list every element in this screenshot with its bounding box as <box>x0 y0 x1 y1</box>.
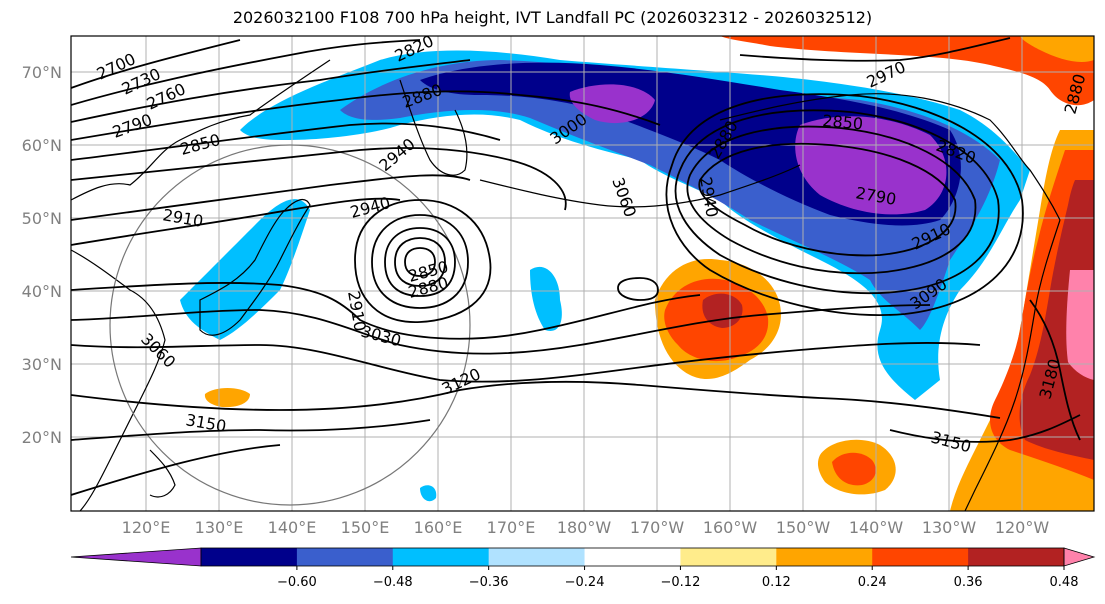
ivt-negative-region-japan <box>180 199 310 340</box>
lat-label: 30°N <box>22 355 62 374</box>
gyre-ring-1 <box>698 142 957 257</box>
high-ring-small <box>617 277 659 301</box>
lon-label: 130°W <box>922 518 977 537</box>
contour-label: 2850 <box>822 111 864 133</box>
lat-label: 20°N <box>22 428 62 447</box>
lon-label: 170°E <box>487 518 536 537</box>
low-center-ring-2 <box>394 237 446 287</box>
colorbar-tick-label: 0.24 <box>858 575 887 590</box>
gyre-ring-3 <box>674 109 1000 295</box>
colorbar-tick-label: −0.24 <box>565 575 605 590</box>
lon-label: 160°W <box>703 518 758 537</box>
colorbar-segment <box>488 548 586 566</box>
lat-label: 70°N <box>22 63 62 82</box>
colorbar-tick-label: 0.48 <box>1050 575 1079 590</box>
lon-label: 120°W <box>995 518 1050 537</box>
ivt-positive-region-alaska <box>720 36 1094 106</box>
coastlines <box>71 59 1061 511</box>
ivt-positive-region-central-core <box>702 293 743 328</box>
colorbar-segment <box>392 548 490 566</box>
ivt-positive-region-west-coast-core <box>1019 180 1094 460</box>
colorbar-extension-low <box>70 547 202 567</box>
ivt-negative-region-small <box>420 485 437 502</box>
lon-label: 150°W <box>776 518 831 537</box>
lon-label: 160°E <box>414 518 463 537</box>
low-center-ring-4 <box>371 214 469 309</box>
gridlines <box>71 36 1094 511</box>
lon-label: 140°W <box>849 518 904 537</box>
lat-label: 40°N <box>22 282 62 301</box>
low-center-ring-5 <box>354 199 492 323</box>
gyre-ring-2 <box>686 125 977 275</box>
longitude-labels: 120°E 130°E 140°E 150°E 160°E 170°E 180°… <box>122 518 1050 537</box>
height-contours <box>71 37 1081 496</box>
ivt-negative-region-central <box>530 266 562 331</box>
colorbar-segment <box>680 548 777 566</box>
lon-label: 180°W <box>557 518 612 537</box>
low-center-ring-1 <box>404 247 436 277</box>
colorbar-segment <box>776 548 873 566</box>
gyre-ring-4 <box>665 93 1024 316</box>
ivt-positive-region-small <box>204 388 250 408</box>
ivt-negative-extreme-west <box>569 84 655 124</box>
colorbar-tick-label: −0.36 <box>469 575 509 590</box>
colorbar-segment <box>296 548 394 566</box>
ivt-positive-region-alaska-yellow <box>1020 36 1094 62</box>
colorbar-segment <box>968 548 1065 566</box>
colorbar-tick-label: 0.12 <box>762 575 791 590</box>
landfall-radius-circle <box>109 144 471 506</box>
lon-label: 120°E <box>122 518 171 537</box>
colorbar-tick-label: −0.48 <box>373 575 413 590</box>
colorbar-tick-label: −0.60 <box>277 575 317 590</box>
coastline-north-america <box>964 219 1061 511</box>
lon-label: 150°E <box>341 518 390 537</box>
lon-label: 140°E <box>268 518 317 537</box>
colorbar-segment <box>201 548 298 566</box>
colorbar-tick-label: 0.36 <box>954 575 983 590</box>
colorbar-segment <box>872 548 969 566</box>
map-frame <box>70 35 1095 512</box>
low-center-ring-3 <box>384 227 456 297</box>
coastline-asia <box>71 59 331 511</box>
lat-label: 60°N <box>22 136 62 155</box>
colorbar-segment <box>584 548 681 566</box>
coastline-japan <box>199 198 311 336</box>
coastline-philippines <box>149 449 176 498</box>
lon-label: 170°W <box>630 518 685 537</box>
coastline-aleutians <box>479 164 801 208</box>
lat-label: 50°N <box>22 209 62 228</box>
colorbar-border <box>200 547 1065 567</box>
coastline-kamchatka <box>399 79 468 176</box>
map-title: 2026032100 F108 700 hPa height, IVT Land… <box>232 8 873 27</box>
colorbar-extension-high <box>1063 547 1096 567</box>
lon-label: 130°E <box>195 518 244 537</box>
latitude-labels: 70°N 60°N 50°N 40°N 30°N 20°N <box>22 63 62 447</box>
colorbar-tick-label: −0.12 <box>661 575 701 590</box>
colorbar: −0.60 −0.48 −0.36 −0.24 −0.12 0.12 0.24 0.36 0.4… <box>70 547 1096 590</box>
ivt-positive-region-hawaii-inner <box>832 452 876 486</box>
ivt-negative-extreme-east <box>795 116 947 215</box>
coastline-alaska <box>719 93 1061 221</box>
ivt-positive-region-west-coast-extreme <box>1066 270 1094 380</box>
